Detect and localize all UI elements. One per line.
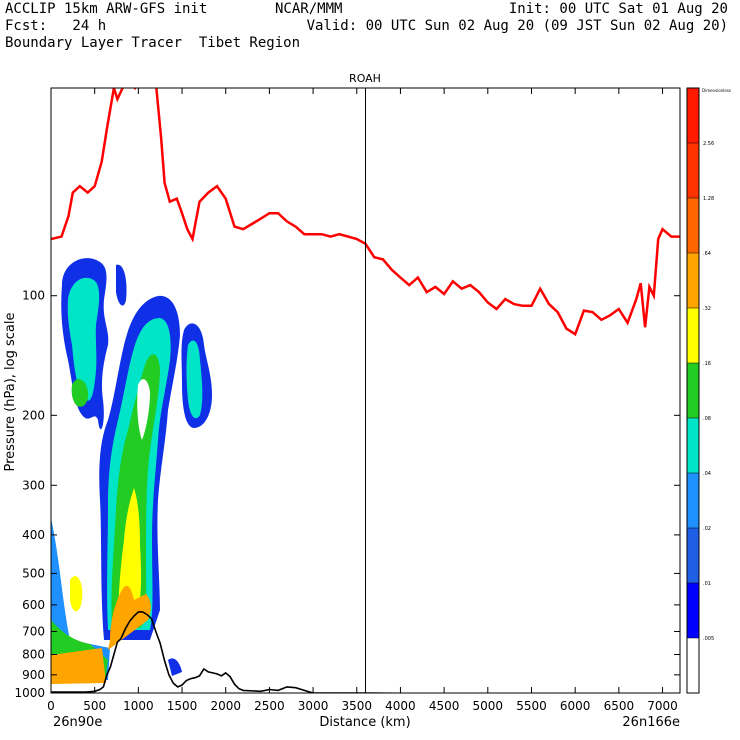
colorbar-swatch	[687, 583, 699, 638]
tracer-region-central-hole	[137, 379, 150, 440]
colorbar-swatch	[687, 473, 699, 528]
x-tick-label: 0	[47, 699, 55, 713]
tracer-region-upper-plume-cyan	[67, 277, 100, 401]
x-tick-label: 1000	[123, 699, 154, 713]
colorbar-level-label: 1.28	[703, 196, 714, 202]
colorbar-swatch	[687, 363, 699, 418]
colorbar-level-label: .01	[703, 581, 711, 587]
tracer-region-central-column-orange	[108, 585, 151, 650]
colorbar-swatch	[687, 528, 699, 583]
tracer-region-upper-plume-green	[71, 379, 89, 407]
y-tick-label: 300	[22, 478, 45, 492]
colorbar-level-label: 2.56	[703, 141, 714, 147]
x-tick-label: 1500	[167, 699, 198, 713]
x-axis-ticks: 0 500 1000 1500 2000 2500 3000 3500 4000 4500 5000…	[47, 88, 678, 713]
colorbar-level-label: .64	[703, 251, 711, 257]
y-tick-label: 200	[22, 408, 45, 422]
header-line2-left: Fcst: 24 h	[5, 18, 107, 34]
colorbar-swatch	[687, 253, 699, 308]
colorbar-level-label: .32	[703, 306, 711, 312]
terrain-line	[51, 611, 628, 693]
x-tick-label: 5000	[473, 699, 504, 713]
colorbar-unit: Dimensionless	[702, 88, 731, 93]
colorbar-level-label: .02	[703, 526, 711, 532]
y-tick-label: 900	[22, 668, 45, 682]
y-axis-label: Pressure (hPa), log scale	[3, 313, 18, 472]
header-line1-left: ACCLIP 15km ARW-GFS init	[5, 1, 208, 17]
tracer-fill-field	[51, 258, 212, 684]
y-tick-label: 400	[22, 528, 45, 542]
colorbar-swatch	[687, 88, 699, 143]
x-endpoint-left: 26n90e	[53, 715, 102, 730]
tracer-region-boundary-layer	[51, 648, 106, 684]
colorbar-level-label: .04	[703, 471, 711, 477]
x-tick-label: 5500	[516, 699, 547, 713]
colorbar-swatch	[687, 143, 699, 198]
tracer-region-upper-small	[116, 264, 127, 306]
header-line3-left: Boundary Layer Tracer Tibet Region	[5, 35, 301, 51]
x-tick-label: 4500	[429, 699, 460, 713]
colorbar-level-label: .16	[703, 361, 711, 367]
x-tick-label: 6000	[560, 699, 591, 713]
y-tick-label: 800	[22, 648, 45, 662]
y-tick-label: 700	[22, 624, 45, 638]
x-tick-label: 7000	[647, 699, 678, 713]
y-axis-ticks: 100 200 300 400 500 600 700 800 900 1000	[14, 289, 680, 700]
header-line2-right: Valid: 00 UTC Sun 02 Aug 20 (09 JST Sun …	[306, 18, 728, 34]
x-tick-label: 3500	[341, 699, 372, 713]
tropopause-line	[51, 88, 680, 337]
colorbar-swatch	[687, 198, 699, 253]
x-tick-label: 500	[83, 699, 106, 713]
tracer-region-lowleft-yellow	[70, 576, 83, 612]
x-axis-label: Distance (km)	[319, 715, 410, 730]
colorbar: 2.56 1.28 .64 .32 .16 .08 .04 .02 .01 .005	[687, 88, 714, 693]
colorbar-level-label: .005	[703, 636, 714, 642]
x-endpoint-right: 26n166e	[622, 715, 680, 730]
y-tick-label: 600	[22, 598, 45, 612]
colorbar-swatch	[687, 638, 699, 693]
y-tick-label: 100	[22, 289, 45, 303]
x-tick-label: 6500	[604, 699, 635, 713]
colorbar-swatch	[687, 308, 699, 363]
colorbar-frame	[686, 87, 700, 694]
y-tick-label: 1000	[14, 686, 45, 700]
x-tick-label: 2500	[254, 699, 285, 713]
chart-title: ROAH	[349, 72, 381, 85]
tracer-region-right-plume-cyan	[186, 340, 203, 419]
colorbar-swatch	[687, 418, 699, 473]
x-tick-label: 4000	[385, 699, 416, 713]
tracer-region-terrain-edge	[168, 658, 182, 676]
y-tick-label: 500	[22, 566, 45, 580]
x-tick-label: 2000	[210, 699, 241, 713]
header-line1-center: NCAR/MMM	[275, 1, 343, 17]
header-line1-right: Init: 00 UTC Sat 01 Aug 20	[508, 1, 728, 17]
x-tick-label: 3000	[298, 699, 329, 713]
colorbar-level-label: .08	[703, 416, 711, 422]
